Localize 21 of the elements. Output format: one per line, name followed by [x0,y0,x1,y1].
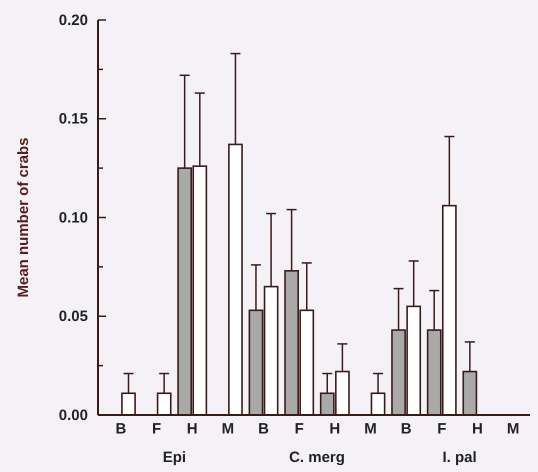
x-tick-label: M [222,420,234,438]
y-axis-title: Mean number of crabs [15,137,32,298]
y-tick-label: 0.00 [58,406,88,424]
x-tick-label: H [329,420,340,438]
text: I. pal [442,449,477,466]
y-tick-label: 0.20 [58,12,88,29]
y-tick-label: 0.10 [58,209,88,226]
x-tick-label: M [506,420,520,438]
x-tick-label: B [116,420,127,438]
x-tick-label: F [437,420,446,438]
y-tick-label: 0.05 [58,308,88,326]
x-tick-label: B [400,420,412,438]
y-tick-label: 0.15 [58,110,88,128]
x-tick-label: M [364,420,377,438]
x-tick-label: F [152,420,162,438]
x-tick-label: F [294,420,304,438]
text: C. merg [289,449,345,466]
x-tick-label: H [472,420,483,438]
x-tick-label: B [258,420,270,438]
x-tick-label: H [186,420,198,438]
text: Epi [162,449,186,466]
